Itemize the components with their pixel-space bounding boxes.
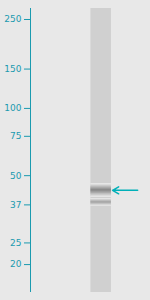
svg-text:37: 37 [10, 200, 21, 210]
svg-text:25: 25 [10, 238, 21, 248]
svg-text:100: 100 [4, 103, 21, 113]
svg-text:250: 250 [4, 14, 21, 24]
svg-text:20: 20 [10, 259, 22, 269]
svg-text:50: 50 [10, 171, 22, 181]
svg-text:75: 75 [10, 131, 21, 141]
svg-text:150: 150 [4, 64, 21, 74]
